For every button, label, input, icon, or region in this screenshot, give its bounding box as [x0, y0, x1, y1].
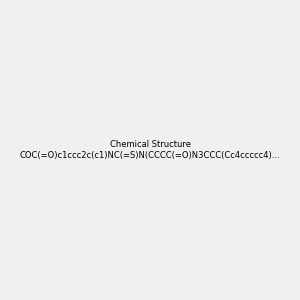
Text: Chemical Structure
COC(=O)c1ccc2c(c1)NC(=S)N(CCCC(=O)N3CCC(Cc4ccccc4)...: Chemical Structure COC(=O)c1ccc2c(c1)NC(… [20, 140, 280, 160]
